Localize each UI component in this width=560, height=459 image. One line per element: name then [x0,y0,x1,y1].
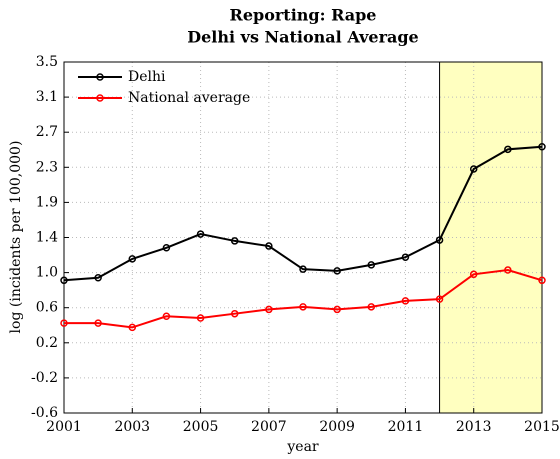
chart-subtitle: Delhi vs National Average [187,28,418,47]
data-point [538,276,546,285]
data-point [230,309,239,318]
data-point [504,266,512,274]
data-point [435,236,444,244]
x-tick-label: 2007 [251,419,287,435]
x-tick-label: 2009 [319,419,355,435]
legend-label: National average [128,90,250,106]
y-tick-label: 2.3 [36,159,58,175]
x-tick-label: 2015 [524,419,560,435]
data-point [128,323,137,332]
x-tick-label: 2005 [183,419,219,435]
data-point [435,295,444,303]
x-tick-label: 2013 [456,419,492,435]
y-tick-label: 1.0 [36,265,58,281]
series-line [64,269,543,329]
data-point [333,305,341,314]
data-point [94,273,102,282]
y-axis-label: log (incidents per 100,000) [8,141,24,334]
x-tick-label: 2003 [114,419,150,435]
data-point [299,303,307,311]
data-point [367,261,376,269]
y-tick-label: 0.6 [36,300,58,316]
data-point [401,297,410,305]
data-point [469,165,478,173]
data-point [401,253,410,261]
data-point [504,145,512,154]
legend-marker [96,94,104,102]
series-line [63,145,543,282]
chart-title: Reporting: Rape [230,6,377,25]
y-tick-label: 3.1 [36,89,58,105]
data-point [230,237,239,245]
data-point [265,305,273,314]
data-point [162,244,171,252]
data-point [60,276,68,285]
data-point [469,270,478,279]
data-point [128,255,137,263]
legend-marker [96,73,104,81]
data-point [367,303,376,311]
data-point [162,312,171,321]
highlight-region [439,62,542,413]
y-tick-label: -0.6 [31,405,58,421]
y-tick-label: 1.9 [36,194,58,210]
y-tick-label: 3.5 [36,54,58,70]
plot-frame [63,61,543,414]
data-point [299,265,307,273]
x-axis-label: year [286,439,319,455]
y-tick-label: 0.2 [36,335,58,351]
data-point [60,319,68,327]
data-point [538,143,546,151]
legend-label: Delhi [128,69,166,85]
data-point [333,267,341,275]
y-tick-label: 2.7 [36,124,58,140]
x-tick-label: 2001 [46,419,82,435]
data-point [265,242,273,250]
y-tick-label: -0.2 [31,370,58,386]
y-tick-label: 1.4 [36,230,58,246]
x-tick-label: 2011 [388,419,424,435]
data-point [196,314,205,322]
data-point [196,230,205,238]
data-point [94,319,102,327]
